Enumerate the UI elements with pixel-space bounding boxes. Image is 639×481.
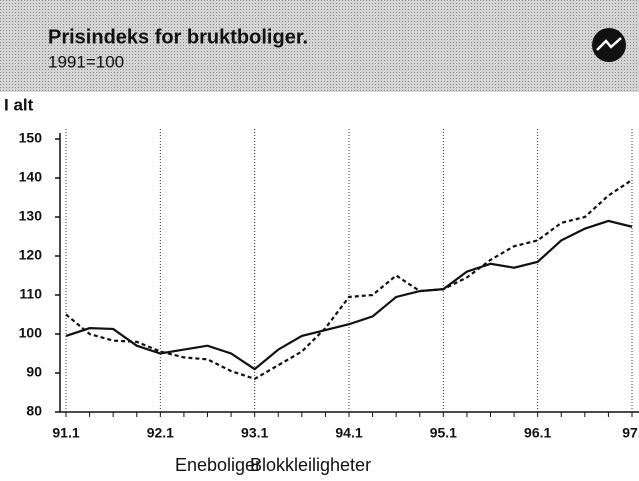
x-tick-label: 92.1 <box>147 425 174 441</box>
y-tick-label: 130 <box>19 208 43 224</box>
logo <box>592 28 626 62</box>
y-tick-label: 140 <box>19 169 43 185</box>
chart-subtitle: 1991=100 <box>48 52 124 71</box>
legend-label: Eneboliger <box>175 455 261 475</box>
y-tick-label: 90 <box>26 364 42 380</box>
legend-label: Blokkleiligheter <box>250 455 371 475</box>
chart-title: Prisindeks for bruktboliger. <box>48 26 308 48</box>
y-tick-label: 120 <box>19 247 43 263</box>
x-tick-label: 93.1 <box>241 425 268 441</box>
x-tick-label: 91.1 <box>52 425 79 441</box>
y-tick-label: 80 <box>26 403 42 419</box>
x-tick-label: 96.1 <box>524 425 551 441</box>
y-axis-label: I alt <box>4 95 34 114</box>
series-line <box>65 179 633 381</box>
series-line <box>65 219 633 371</box>
x-tick-label: 97. <box>622 425 639 441</box>
x-tick-label: 94.1 <box>335 425 362 441</box>
x-tick-label: 95.1 <box>430 425 457 441</box>
y-tick-label: 110 <box>19 286 42 302</box>
y-tick-label: 150 <box>19 130 43 146</box>
header-band <box>0 0 639 92</box>
y-tick-label: 100 <box>19 325 43 341</box>
